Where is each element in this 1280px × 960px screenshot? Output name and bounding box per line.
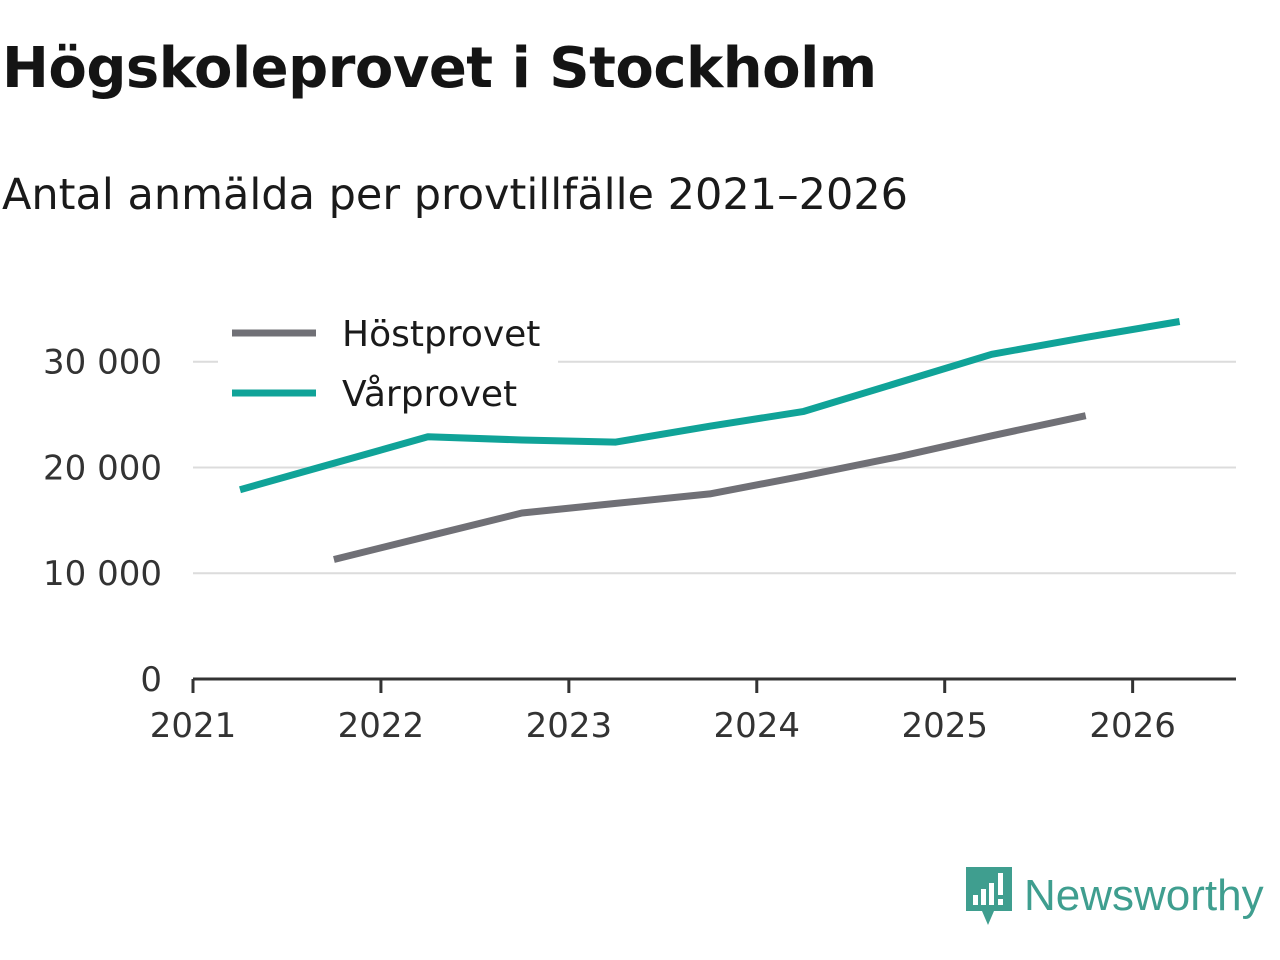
y-tick-label: 10 000	[43, 554, 162, 594]
x-axis: 2021 2022 2023 2024 2025 2026	[150, 677, 1236, 746]
y-tick-label: 30 000	[43, 343, 162, 383]
x-tick-label: 2021	[150, 706, 237, 746]
x-tick-label: 2024	[714, 706, 801, 746]
x-tick-label: 2026	[1089, 706, 1176, 746]
y-axis-labels: 0 10 000 20 000 30 000	[43, 343, 162, 700]
series-line-v-rprovet	[239, 318, 1181, 494]
legend-background	[218, 302, 558, 424]
legend: Höstprovet Vårprovet	[218, 302, 558, 424]
x-tick-label: 2023	[526, 706, 613, 746]
chart-title: Högskoleprovet i Stockholm	[2, 36, 877, 101]
x-tick-label: 2025	[901, 706, 988, 746]
legend-label: Vårprovet	[342, 374, 517, 415]
x-tick-label: 2022	[338, 706, 425, 746]
series-line-h-stprovet	[333, 412, 1087, 563]
brand-logo: Newsworthy	[964, 864, 1264, 928]
brand-name: Newsworthy	[1024, 871, 1264, 920]
series-lines	[239, 318, 1181, 563]
y-tick-label: 20 000	[43, 448, 162, 488]
chart-subtitle: Antal anmälda per provtillfälle 2021–202…	[2, 170, 909, 220]
y-tick-label: 0	[140, 660, 162, 700]
newsworthy-logo-icon	[966, 867, 1012, 925]
legend-label: Höstprovet	[342, 314, 540, 355]
